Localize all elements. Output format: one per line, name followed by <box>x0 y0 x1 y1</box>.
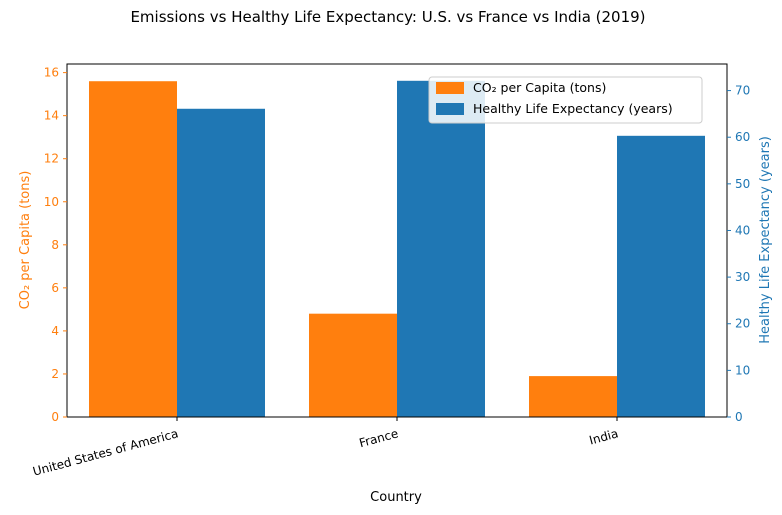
right-axis-tick-label: 40 <box>735 223 750 237</box>
x-axis-label: Country <box>370 490 422 505</box>
right-axis-tick-label: 10 <box>735 363 750 377</box>
bars-layer <box>89 80 705 418</box>
chart-title: Emissions vs Healthy Life Expectancy: U.… <box>130 8 645 26</box>
bar-life-expectancy-france <box>397 80 485 417</box>
left-axis-label: CO₂ per Capita (tons) <box>18 171 33 310</box>
left-axis-tick-label: 8 <box>51 238 59 252</box>
legend: CO₂ per Capita (tons) Healthy Life Expec… <box>428 76 703 124</box>
right-axis-label: Healthy Life Expectancy (years) <box>758 136 773 344</box>
right-axis-tick-label: 0 <box>735 410 743 424</box>
left-axis-tick-label: 12 <box>44 152 59 166</box>
legend-swatch-co2 <box>436 82 464 94</box>
bar-co2-france <box>309 313 397 417</box>
left-axis-tick-label: 14 <box>44 109 59 123</box>
left-axis-tick-label: 4 <box>51 324 59 338</box>
legend-swatch-life-expectancy <box>436 103 464 115</box>
legend-label-co2: CO₂ per Capita (tons) <box>473 80 606 95</box>
right-axis-tick-label: 50 <box>735 177 750 191</box>
left-axis-tick-label: 0 <box>51 410 59 424</box>
x-axis-tick-label-united-states-of-america: United States of America <box>31 426 179 478</box>
left-axis-tick-label: 6 <box>51 281 59 295</box>
x-axis-tick-label-india: India <box>588 426 620 447</box>
legend-box <box>428 76 703 124</box>
bar-co2-india <box>529 376 617 417</box>
right-axis-tick-label: 70 <box>735 84 750 98</box>
bar-co2-united-states-of-america <box>89 81 177 417</box>
left-axis-tick-label: 10 <box>44 195 59 209</box>
right-axis-tick-label: 20 <box>735 317 750 331</box>
left-axis-tick-label: 16 <box>44 66 59 80</box>
right-axis-tick-label: 30 <box>735 270 750 284</box>
bar-life-expectancy-united-states-of-america <box>177 108 265 418</box>
legend-label-life-expectancy: Healthy Life Expectancy (years) <box>473 101 673 116</box>
bar-life-expectancy-india <box>617 135 705 417</box>
left-axis-tick-label: 2 <box>51 367 59 381</box>
x-axis-tick-label-france: France <box>358 426 400 450</box>
right-axis-tick-label: 60 <box>735 130 750 144</box>
